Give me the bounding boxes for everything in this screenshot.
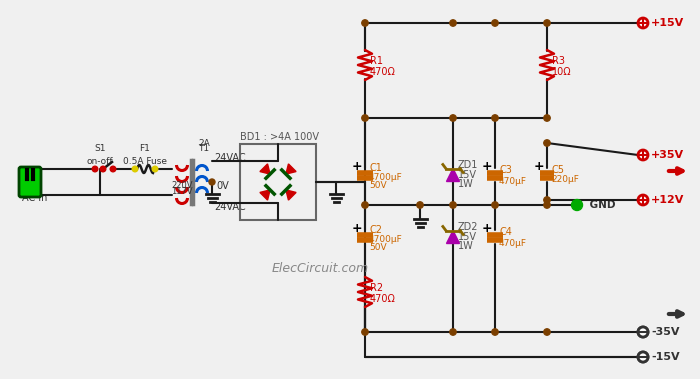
Text: +12V: +12V [651,195,685,205]
Text: C1: C1 [369,163,382,173]
Circle shape [638,327,648,337]
Text: 15V: 15V [458,232,477,242]
Text: 50V: 50V [369,180,386,190]
Text: +15V: +15V [651,18,685,28]
Circle shape [492,20,498,26]
Polygon shape [447,169,459,182]
Bar [240,144,316,220]
Circle shape [450,115,456,121]
Text: 2A: 2A [198,139,210,148]
Text: 470μF: 470μF [499,238,527,247]
Text: C5: C5 [551,165,564,175]
Text: R1: R1 [370,56,383,66]
Text: 1W: 1W [458,179,474,189]
Circle shape [132,166,138,172]
Text: T1: T1 [198,144,209,153]
Text: 24VAC: 24VAC [214,202,246,212]
Polygon shape [286,190,296,200]
Circle shape [209,179,215,185]
Text: +: + [351,160,362,172]
Circle shape [544,115,550,121]
Polygon shape [286,164,296,174]
Text: +: + [482,160,492,172]
Circle shape [492,115,498,121]
Text: C2: C2 [369,225,382,235]
Text: +: + [482,221,492,235]
Text: +35V: +35V [651,150,684,160]
Text: BD1 : >4A 100V: BD1 : >4A 100V [241,132,319,142]
Circle shape [450,329,456,335]
Circle shape [110,166,116,172]
Text: 0V: 0V [216,181,229,191]
Text: C3: C3 [499,165,512,175]
Text: ElecCircuit.com: ElecCircuit.com [272,262,369,274]
Text: on-off: on-off [87,157,113,166]
Text: S1: S1 [94,144,106,153]
Circle shape [638,18,648,28]
Circle shape [100,166,106,172]
Text: 1W: 1W [458,241,474,251]
Circle shape [544,329,550,335]
Circle shape [362,329,368,335]
Circle shape [544,20,550,26]
Circle shape [638,327,648,337]
Circle shape [362,202,368,208]
Polygon shape [260,164,270,174]
Text: AC in: AC in [22,193,48,203]
Text: R2: R2 [370,283,383,293]
Text: F1: F1 [139,144,150,153]
Text: +: + [351,221,362,235]
Text: 4700μF: 4700μF [369,235,402,243]
Circle shape [450,202,456,208]
FancyBboxPatch shape [19,167,41,197]
Text: 4700μF: 4700μF [369,172,402,182]
Text: -15V: -15V [651,352,680,362]
Circle shape [416,202,424,208]
Circle shape [544,197,550,203]
Circle shape [362,20,368,26]
Text: 117V: 117V [172,188,193,196]
Text: 470μF: 470μF [499,177,527,185]
Circle shape [638,352,648,362]
Text: R3: R3 [552,56,565,66]
Circle shape [492,329,498,335]
Text: 24VAC: 24VAC [214,153,246,163]
Text: ZD1: ZD1 [458,160,478,170]
Text: 470Ω: 470Ω [370,294,396,304]
Circle shape [638,195,648,205]
Circle shape [638,150,648,160]
Circle shape [638,352,648,362]
Text: 0.5A Fuse: 0.5A Fuse [123,157,167,166]
Polygon shape [260,190,270,200]
Text: C4: C4 [499,227,512,237]
Text: GND: GND [586,200,615,210]
Circle shape [571,199,582,210]
Text: -35V: -35V [651,327,680,337]
Text: 220μF: 220μF [551,175,579,185]
Text: 470Ω: 470Ω [370,67,396,77]
Text: ZD2: ZD2 [458,222,479,232]
Circle shape [544,202,550,208]
Text: +: + [533,160,544,172]
Circle shape [362,115,368,121]
Circle shape [492,202,498,208]
Circle shape [544,140,550,146]
Text: 50V: 50V [369,243,386,252]
Circle shape [92,166,98,172]
Circle shape [450,20,456,26]
Text: 15V: 15V [458,170,477,180]
Polygon shape [447,230,459,243]
Circle shape [152,166,158,172]
Text: 220V: 220V [172,180,193,190]
Text: 10Ω: 10Ω [552,67,572,77]
